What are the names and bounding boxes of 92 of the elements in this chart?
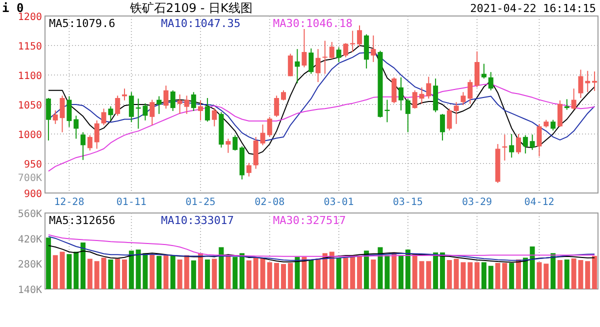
candlestick — [350, 30, 356, 52]
candlestick — [204, 98, 210, 122]
x-tick-label: 04-12 — [524, 197, 554, 208]
text: 700K — [18, 173, 42, 184]
text: MA5:1079.6 — [49, 17, 116, 30]
candlestick — [370, 34, 376, 63]
candlestick — [294, 48, 300, 84]
candlestick — [357, 24, 362, 48]
text: MA10:1047.35 — [161, 17, 240, 30]
y-tick-label: 1200 — [18, 12, 42, 23]
candlestick — [128, 92, 134, 123]
candlestick — [585, 70, 590, 93]
candlestick — [94, 120, 100, 150]
candlestick — [52, 110, 58, 124]
candlestick — [87, 134, 92, 152]
candlestick — [246, 162, 252, 177]
candlestick — [156, 96, 162, 114]
y-tick-label: 280K — [18, 260, 42, 271]
candlestick — [46, 98, 51, 141]
candlestick — [474, 50, 480, 88]
candlestick — [578, 69, 584, 99]
x-tick-label: 01-25 — [185, 197, 216, 208]
candlestick — [212, 108, 217, 127]
candlestick — [398, 76, 404, 111]
candlestick — [274, 95, 280, 118]
candlestick — [308, 48, 314, 74]
candlestick — [426, 76, 432, 100]
candlestick — [101, 108, 106, 126]
y-tick-label: 950 — [24, 160, 42, 170]
candlestick — [316, 48, 321, 83]
candlestick — [440, 113, 445, 141]
candlestick — [170, 90, 176, 112]
candlestick — [198, 100, 204, 121]
candlestick — [446, 108, 452, 131]
y-tick-label: 1100 — [18, 71, 42, 82]
candlestick — [163, 85, 168, 110]
x-tick-label: 12-28 — [54, 197, 84, 208]
candlestick — [481, 63, 486, 80]
candlestick — [571, 88, 576, 110]
y-tick-label: 900 — [24, 189, 42, 200]
y-tick-label: 420K — [18, 234, 42, 246]
y-tick-label: 560K — [18, 209, 42, 220]
candlestick — [267, 116, 272, 138]
candlestick — [260, 124, 266, 146]
candlestick — [66, 96, 72, 128]
candlestick — [343, 42, 348, 58]
candlestick — [329, 41, 334, 60]
candlestick — [557, 100, 562, 128]
chart-title: 铁矿石2109 - 日K线图 — [129, 1, 252, 15]
candlestick — [392, 76, 397, 104]
x-tick-label: 03-01 — [324, 197, 354, 208]
candlestick — [405, 98, 410, 133]
candlestick — [232, 134, 238, 152]
candlestick — [80, 132, 86, 160]
x-tick-label: 01-11 — [116, 197, 146, 208]
candlestick — [516, 134, 521, 155]
candlestick — [108, 106, 114, 121]
line-series — [48, 236, 596, 261]
candlestick — [550, 119, 556, 131]
candlestick — [288, 53, 293, 77]
candlestick — [460, 92, 466, 106]
line-series — [48, 245, 596, 263]
candlestick — [191, 92, 196, 112]
candlestick — [280, 90, 286, 101]
text: MA30:327517 — [273, 214, 346, 227]
candlestick — [536, 123, 542, 157]
candlestick — [530, 134, 535, 150]
y-tick-label: 1150 — [18, 42, 42, 52]
line-series — [48, 234, 596, 257]
candlestick — [302, 28, 307, 68]
x-tick-label: 03-15 — [392, 197, 423, 208]
x-tick-label: 02-08 — [254, 197, 285, 208]
candlestick — [336, 46, 342, 63]
candlestick — [454, 102, 459, 124]
candlestick — [115, 95, 120, 116]
y-tick-label: 140K — [18, 285, 42, 296]
candlestick — [60, 95, 65, 133]
series-label: MA5:312656 — [49, 214, 116, 227]
text: MA10:333017 — [161, 214, 234, 227]
x-tick-label: 03-29 — [462, 197, 492, 208]
y-tick-label: 1000 — [18, 130, 42, 141]
candlestick — [468, 79, 473, 104]
candlestick — [150, 99, 155, 126]
candlestick — [226, 138, 231, 154]
candlestick — [522, 134, 528, 154]
text: MA30:1046.18 — [273, 17, 352, 30]
y-tick-label: 1050 — [18, 100, 42, 112]
candlestick — [509, 134, 514, 158]
candlestick — [74, 115, 79, 140]
candlestick — [488, 72, 494, 91]
text: 2021-04-22 16:14:15 — [470, 2, 596, 15]
candlestick — [322, 40, 328, 74]
